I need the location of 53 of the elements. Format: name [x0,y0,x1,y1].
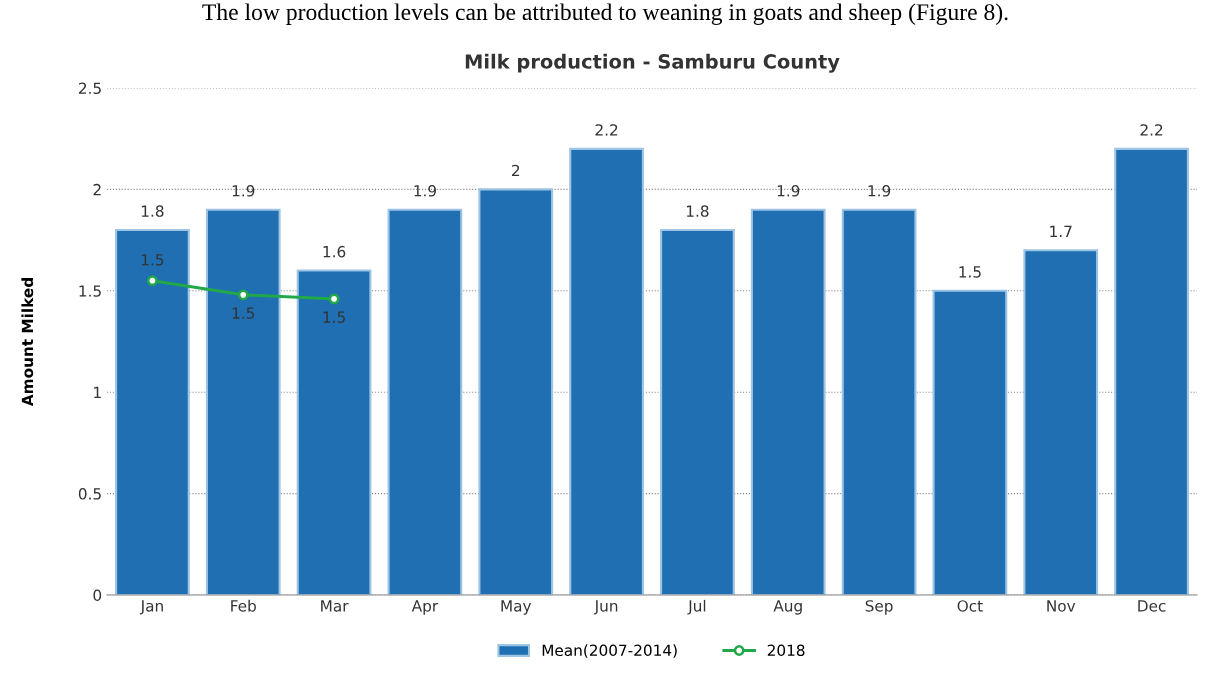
x-tick-label: May [501,600,532,615]
data-label: 1.5 [959,266,981,278]
bar [750,208,826,595]
y-tick-label: 2 [93,183,101,196]
bar [387,208,463,595]
y-tick-label: 1 [94,386,101,398]
data-label: 1.5 [232,307,255,319]
x-tick-label: Oct [957,600,983,612]
data-label: 2.2 [1140,124,1163,136]
data-label: 1.9 [777,185,800,197]
x-tick-label: Mar [321,600,349,612]
bar [115,228,190,595]
bar [478,188,554,595]
x-tick-label: Jun [593,600,618,615]
bar [932,289,1008,595]
data-label: 1.9 [414,185,436,197]
legend-label: 2018 [767,644,805,657]
data-label: 1.8 [686,205,709,217]
point [237,289,249,301]
data-label: 1.9 [868,185,891,197]
data-label: 1.9 [232,185,255,197]
data-label: 1.5 [323,311,345,323]
bar [660,228,735,595]
x-tick-label: Nov [1047,600,1076,612]
y-tick-label: 0.5 [78,488,101,500]
bar [1023,249,1099,595]
y-tick-label: 1.5 [79,285,101,297]
data-label: 1.5 [141,254,164,266]
x-tick-label: Aug [773,600,802,615]
bar [569,147,644,595]
bar [841,208,917,595]
chart-title: Milk production - Samburu County [465,53,840,73]
data-label: 1.8 [141,205,164,217]
x-tick-label: Sep [865,600,893,615]
legend-label: Mean(2007-2014) [542,644,677,658]
data-label: 2.2 [595,124,618,136]
y-tick-label: 2.5 [78,82,101,95]
bar [205,208,281,595]
text: The low production levels can be attributed to weaning in goats and sheep (Figure 8). [202,3,1008,25]
data-label: 2 [512,164,520,177]
y-tick-label: 0 [93,589,102,602]
bar [1114,147,1189,595]
point [147,275,158,287]
y-axis-title: Amount Milked [21,278,34,407]
x-tick-label: Apr [411,600,439,615]
bar [296,269,372,595]
x-tick-label: Feb [231,599,256,612]
x-tick-label: Jan [139,600,163,615]
point [328,293,340,305]
x-tick-label: Jul [687,599,706,615]
x-tick-label: Dec [1138,600,1166,612]
data-label: 1.7 [1050,225,1072,237]
data-label: 1.6 [323,245,346,258]
